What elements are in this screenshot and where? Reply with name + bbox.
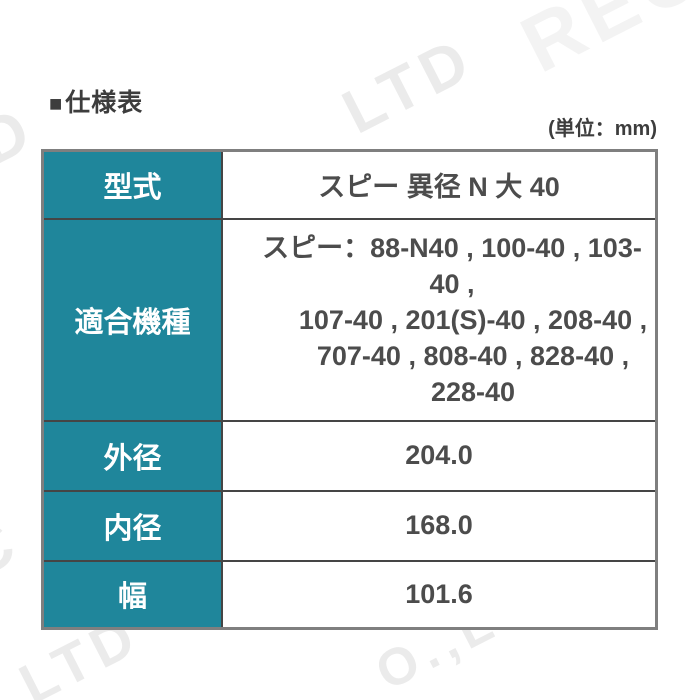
table-row-width: 幅 101.6 bbox=[41, 559, 658, 630]
table-row-inner-diameter: 内径 168.0 bbox=[41, 489, 658, 562]
spec-table: 型式 スピー 異径 N 大 40 適合機種 スピー：88-N40 , 100-4… bbox=[41, 149, 658, 630]
row-header-width: 幅 bbox=[41, 559, 223, 630]
row-value-inner-diameter: 168.0 bbox=[221, 489, 658, 562]
row-header-outer-diameter: 外径 bbox=[41, 419, 223, 492]
row-header-inner-diameter: 内径 bbox=[41, 489, 223, 562]
compatible-models-line: 228-40 bbox=[430, 376, 516, 407]
compatible-models-line: 107-40 , 201(S)-40 , 208-40 , bbox=[298, 304, 648, 335]
row-value-width: 101.6 bbox=[221, 559, 658, 630]
row-value-compatible-models: スピー：88-N40 , 100-40 , 103-40 , 107-40 , … bbox=[221, 217, 658, 422]
row-header-model: 型式 bbox=[41, 149, 223, 220]
compatible-models-line: スピー：88-N40 , 100-40 , 103-40 , bbox=[262, 232, 642, 299]
row-value-outer-diameter: 204.0 bbox=[221, 419, 658, 492]
table-row-compatible-models: 適合機種 スピー：88-N40 , 100-40 , 103-40 , 107-… bbox=[41, 217, 658, 422]
row-header-compatible-models: 適合機種 bbox=[41, 217, 223, 422]
square-bullet-icon: ■ bbox=[49, 91, 64, 116]
compatible-models-line: 707-40 , 808-40 , 828-40 , bbox=[316, 340, 630, 371]
page-title-text: 仕様表 bbox=[65, 89, 144, 117]
page-title: ■仕様表 bbox=[49, 83, 143, 119]
table-row-outer-diameter: 外径 204.0 bbox=[41, 419, 658, 492]
table-row-model: 型式 スピー 異径 N 大 40 bbox=[41, 149, 658, 220]
row-value-model: スピー 異径 N 大 40 bbox=[221, 149, 658, 220]
unit-label: (単位：mm) bbox=[548, 118, 657, 140]
